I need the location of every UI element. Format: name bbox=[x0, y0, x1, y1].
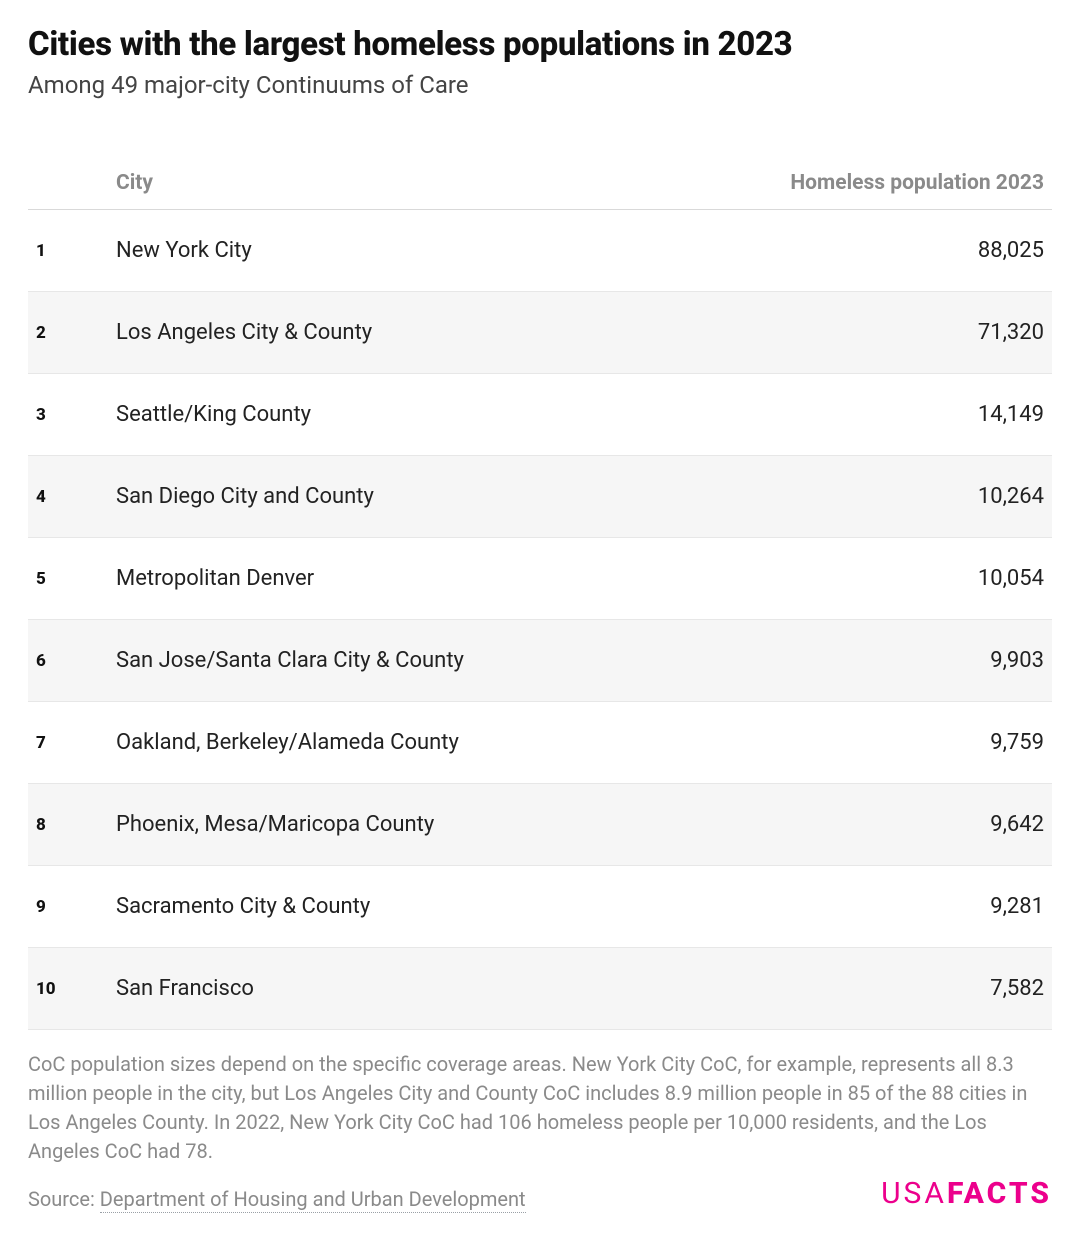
cell-city: Seattle/King County bbox=[108, 374, 722, 456]
cell-city: New York City bbox=[108, 210, 722, 292]
table-row: 1New York City88,025 bbox=[28, 210, 1052, 292]
chart-subtitle: Among 49 major-city Continuums of Care bbox=[28, 71, 1052, 99]
cell-value: 10,264 bbox=[722, 456, 1052, 538]
cell-city: San Francisco bbox=[108, 948, 722, 1030]
source-row: Source: Department of Housing and Urban … bbox=[28, 1176, 1052, 1211]
cell-rank: 5 bbox=[28, 538, 108, 620]
table-row: 7Oakland, Berkeley/Alameda County9,759 bbox=[28, 702, 1052, 784]
cell-value: 71,320 bbox=[722, 292, 1052, 374]
cell-city: Phoenix, Mesa/Maricopa County bbox=[108, 784, 722, 866]
source-prefix: Source: bbox=[28, 1187, 100, 1211]
col-header-rank bbox=[28, 161, 108, 210]
table-row: 6San Jose/Santa Clara City & County9,903 bbox=[28, 620, 1052, 702]
cell-rank: 4 bbox=[28, 456, 108, 538]
cell-value: 9,759 bbox=[722, 702, 1052, 784]
cell-rank: 9 bbox=[28, 866, 108, 948]
source-text: Source: Department of Housing and Urban … bbox=[28, 1187, 526, 1211]
footnote-text: CoC population sizes depend on the speci… bbox=[28, 1050, 1052, 1166]
source-link[interactable]: Department of Housing and Urban Developm… bbox=[100, 1187, 526, 1213]
cell-rank: 6 bbox=[28, 620, 108, 702]
cell-value: 14,149 bbox=[722, 374, 1052, 456]
table-row: 10San Francisco7,582 bbox=[28, 948, 1052, 1030]
table-body: 1New York City88,0252Los Angeles City & … bbox=[28, 210, 1052, 1030]
col-header-city: City bbox=[108, 161, 722, 210]
cell-rank: 2 bbox=[28, 292, 108, 374]
cell-rank: 7 bbox=[28, 702, 108, 784]
logo-part-1: USA bbox=[881, 1176, 947, 1211]
table-row: 3Seattle/King County14,149 bbox=[28, 374, 1052, 456]
table-row: 8Phoenix, Mesa/Maricopa County9,642 bbox=[28, 784, 1052, 866]
cell-rank: 8 bbox=[28, 784, 108, 866]
table-row: 5Metropolitan Denver10,054 bbox=[28, 538, 1052, 620]
table-row: 9Sacramento City & County9,281 bbox=[28, 866, 1052, 948]
cell-value: 9,642 bbox=[722, 784, 1052, 866]
cell-rank: 3 bbox=[28, 374, 108, 456]
cell-city: Los Angeles City & County bbox=[108, 292, 722, 374]
table-row: 4San Diego City and County10,264 bbox=[28, 456, 1052, 538]
cell-rank: 10 bbox=[28, 948, 108, 1030]
cell-city: San Diego City and County bbox=[108, 456, 722, 538]
figure-container: Cities with the largest homeless populat… bbox=[0, 0, 1080, 1231]
cell-city: San Jose/Santa Clara City & County bbox=[108, 620, 722, 702]
table-header-row: City Homeless population 2023 bbox=[28, 161, 1052, 210]
cell-value: 9,903 bbox=[722, 620, 1052, 702]
cell-value: 10,054 bbox=[722, 538, 1052, 620]
cell-value: 88,025 bbox=[722, 210, 1052, 292]
cell-city: Sacramento City & County bbox=[108, 866, 722, 948]
ranking-table: City Homeless population 2023 1New York … bbox=[28, 161, 1052, 1030]
cell-value: 7,582 bbox=[722, 948, 1052, 1030]
table-row: 2Los Angeles City & County71,320 bbox=[28, 292, 1052, 374]
cell-city: Metropolitan Denver bbox=[108, 538, 722, 620]
usafacts-logo: USAFACTS bbox=[881, 1176, 1052, 1211]
cell-rank: 1 bbox=[28, 210, 108, 292]
col-header-value: Homeless population 2023 bbox=[722, 161, 1052, 210]
logo-part-2: FACTS bbox=[947, 1176, 1052, 1211]
cell-city: Oakland, Berkeley/Alameda County bbox=[108, 702, 722, 784]
cell-value: 9,281 bbox=[722, 866, 1052, 948]
chart-title: Cities with the largest homeless populat… bbox=[28, 24, 1052, 65]
